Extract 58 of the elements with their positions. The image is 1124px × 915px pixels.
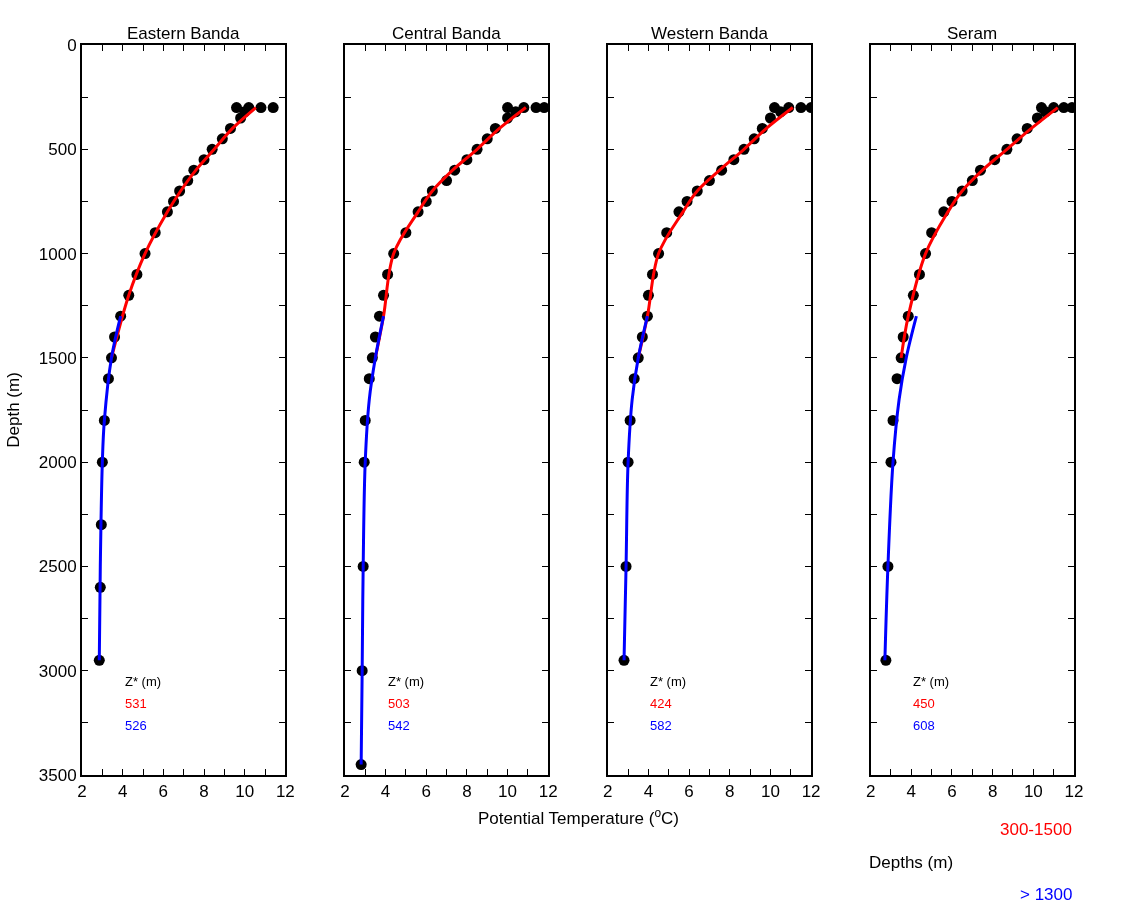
x-tick-label: 4 [117,782,128,802]
y-axis-title: Depth (m) [3,372,23,448]
annotation: 542 [388,718,410,733]
point [795,102,807,114]
y-tick-label: 3500 [38,765,77,785]
annotation: Z* (m) [650,674,687,689]
x-axis-title: Potential Temperature ($^{o}$C) [478,806,679,829]
x-tick-label: 6 [158,782,169,802]
x-tick-label: 2 [865,782,876,802]
x-tick-label: 2 [340,782,350,802]
x-tick-label: 6 [421,782,431,802]
x-tick-label: 10 [1023,782,1043,802]
x-tick-label: 10 [498,782,518,802]
annotation: 450 [913,696,935,711]
x-tick-label: 12 [275,782,295,802]
x-tick-label: 2 [77,782,87,802]
chart-title: Central Banda [392,24,502,43]
annotation: 424 [650,696,672,711]
point [255,102,267,114]
annotation: 503 [388,696,410,711]
x-tick-label: 4 [906,782,917,802]
text: > 1300 [1020,885,1073,904]
x-tick-label: 6 [684,782,694,802]
y-tick-label: 2500 [38,557,77,577]
y-tick-label: 3000 [38,661,77,681]
x-tick-label: 12 [538,782,558,802]
x-tick-label: 12 [1064,782,1084,802]
x-tick-label: 2 [603,782,613,802]
annotation: 608 [913,718,935,733]
y-tick-label: 500 [48,140,77,160]
y-tick-label: 1000 [38,244,77,264]
point [231,102,243,114]
y-tick-label: 2000 [38,453,77,473]
point [267,102,279,114]
x-tick-label: 6 [947,782,957,802]
annotation: Z* (m) [125,674,162,689]
annotation: 531 [125,696,147,711]
annotation: 582 [650,718,672,733]
x-tick-label: 8 [725,782,735,802]
x-tick-label: 8 [462,782,472,802]
chart-title: Eastern Banda [127,24,241,43]
point [502,102,514,114]
chart-title: Western Banda [651,24,769,43]
text: 300-1500 [1000,820,1072,839]
x-tick-label: 4 [380,782,391,802]
chart-title: Seram [947,24,998,43]
x-tick-label: 10 [760,782,780,802]
x-tick-label: 8 [199,782,209,802]
x-tick-label: 10 [235,782,255,802]
x-tick-label: 4 [643,782,654,802]
annotation: Z* (m) [388,674,425,689]
y-tick-label: 0 [67,35,77,55]
legend-title: Depths (m) [869,853,954,872]
annotation: Z* (m) [913,674,950,689]
annotation: 526 [125,718,147,733]
y-tick-label: 1500 [38,348,77,368]
x-tick-label: 8 [987,782,998,802]
x-tick-label: 12 [801,782,821,802]
